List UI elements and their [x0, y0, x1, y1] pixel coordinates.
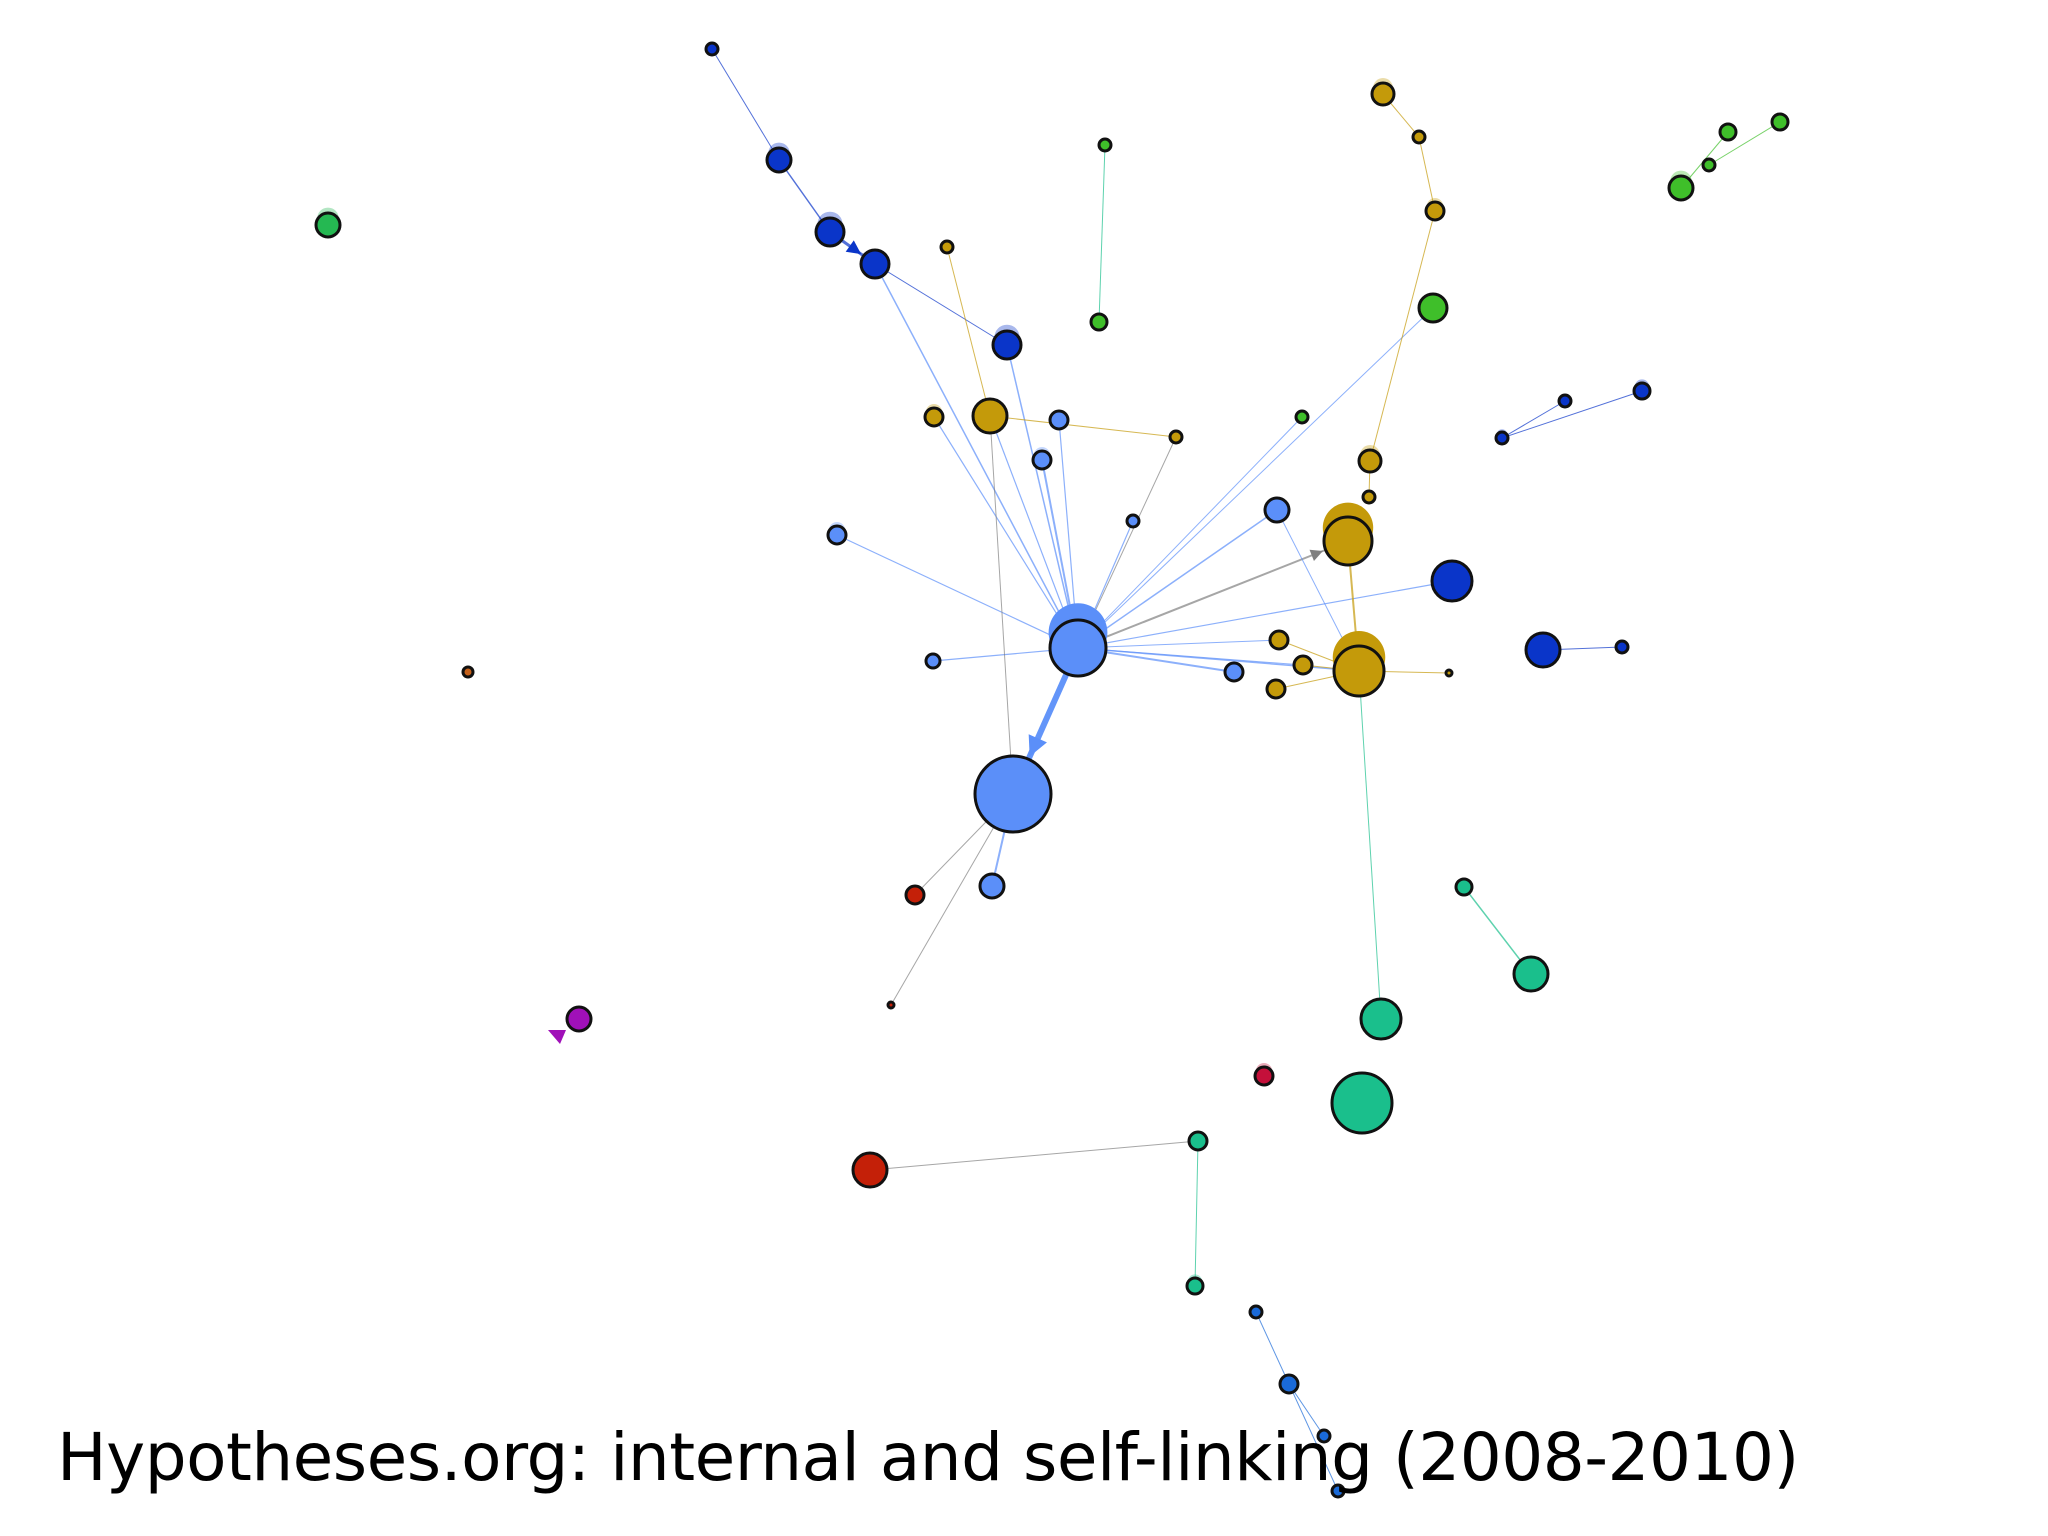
graph-node-g6	[1332, 644, 1386, 698]
graph-edge	[989, 415, 1177, 438]
graph-node-r3	[886, 1000, 896, 1010]
graph-node-db7	[1614, 639, 1630, 655]
graph-node-gr4	[1294, 409, 1310, 425]
graph-node-lb5	[1125, 513, 1141, 529]
graph-node-lb7	[1223, 661, 1245, 683]
graph-edge	[1369, 210, 1436, 462]
edge-arrowhead	[1309, 549, 1323, 561]
graph-edge	[1077, 580, 1453, 649]
graph-node-big	[973, 754, 1053, 834]
graph-edge	[1077, 639, 1280, 649]
graph-node-lb1	[1048, 409, 1070, 431]
graph-edge	[1077, 307, 1434, 649]
graph-edges	[548, 48, 1781, 1492]
graph-node-db2	[814, 216, 846, 248]
graph-node-lb2	[1031, 449, 1053, 471]
graph-edge	[890, 793, 1014, 1006]
graph-node-em1	[314, 211, 342, 239]
graph-node-g10	[1411, 129, 1427, 145]
graph-edge	[1077, 540, 1349, 649]
graph-node-gr1	[1097, 137, 1113, 153]
graph-node-mb4	[1330, 1483, 1346, 1499]
graph-node-db0	[704, 41, 720, 57]
graph-node-p1	[565, 1005, 593, 1033]
graph-edge	[989, 415, 1014, 795]
graph-node-mb1	[1248, 1304, 1264, 1320]
graph-edge	[1077, 647, 1304, 666]
graph-node-t2	[1512, 955, 1550, 993]
graph-node-hub	[1048, 618, 1108, 678]
graph-node-g5	[1322, 515, 1374, 567]
graph-node-g7	[1357, 448, 1383, 474]
graph-edge	[1077, 509, 1278, 649]
graph-node-db10	[1494, 430, 1510, 446]
graph-nodes	[314, 41, 1790, 1499]
graph-edge	[711, 48, 780, 161]
graph-node-gr2	[1089, 312, 1109, 332]
graph-node-g1	[971, 397, 1009, 435]
graph-node-db8	[1557, 393, 1573, 409]
graph-node-g3	[939, 239, 955, 255]
graph-node-r2	[851, 1151, 889, 1189]
graph-node-t1	[1454, 877, 1474, 897]
graph-node-g13	[1292, 654, 1314, 676]
graph-node-g12	[1268, 629, 1290, 651]
graph-node-lb6	[1263, 496, 1291, 524]
graph-node-or1	[461, 665, 475, 679]
slide-caption: Hypotheses.org: internal and self-linkin…	[57, 1419, 1799, 1496]
graph-node-g15	[1444, 668, 1454, 678]
graph-edge	[1194, 1140, 1199, 1287]
graph-node-lb8	[978, 872, 1006, 900]
graph-edge	[1358, 670, 1382, 1020]
graph-node-gr7	[1701, 157, 1717, 173]
graph-node-db6	[1524, 631, 1562, 669]
graph-node-t6	[1185, 1276, 1205, 1296]
graph-node-g14	[1265, 678, 1287, 700]
graph-node-db1	[765, 146, 793, 174]
graph-node-db3	[859, 248, 891, 280]
edge-arrowhead	[845, 240, 862, 255]
graph-node-db4	[991, 329, 1023, 361]
graph-node-gr8	[1667, 174, 1695, 202]
edge-arrowhead	[1028, 734, 1047, 757]
graph-edge	[1006, 344, 1079, 649]
graph-node-lb4	[924, 652, 942, 670]
graph-node-db9	[1632, 381, 1652, 401]
graph-edge	[1501, 400, 1566, 439]
graph-edge	[1255, 1311, 1290, 1385]
graph-node-db5	[1430, 559, 1474, 603]
graph-edge	[874, 263, 1079, 649]
graph-edge	[836, 534, 1079, 649]
graph-node-mb2	[1278, 1373, 1300, 1395]
graph-node-gr5	[1718, 122, 1738, 142]
graph-edge	[946, 246, 991, 417]
graph-node-g4	[1168, 429, 1184, 445]
graph-edge	[933, 416, 1079, 649]
graph-node-g8	[1361, 489, 1377, 505]
graph-node-t3	[1359, 997, 1403, 1041]
graph-edge	[1501, 390, 1643, 439]
graph-node-r1	[904, 884, 926, 906]
graph-node-g9	[1370, 81, 1396, 107]
graph-node-t4	[1330, 1071, 1394, 1135]
graph-node-t5	[1187, 1130, 1209, 1152]
graph-edge	[1708, 121, 1781, 166]
graph-edge	[869, 1140, 1199, 1171]
graph-node-g2	[923, 406, 945, 428]
graph-node-g11	[1424, 200, 1446, 222]
graph-node-gr6	[1770, 112, 1790, 132]
graph-node-lb3	[826, 524, 848, 546]
graph-node-cr1	[1253, 1065, 1275, 1087]
graph-node-gr3	[1417, 292, 1449, 324]
graph-edge	[1098, 144, 1106, 323]
graph-edge	[1418, 136, 1436, 212]
graph-edge	[874, 263, 1008, 346]
graph-edge	[1077, 416, 1303, 649]
purple-arrow-marker	[548, 1030, 566, 1044]
graph-edge	[1288, 1383, 1339, 1492]
graph-node-mb3	[1316, 1428, 1332, 1444]
